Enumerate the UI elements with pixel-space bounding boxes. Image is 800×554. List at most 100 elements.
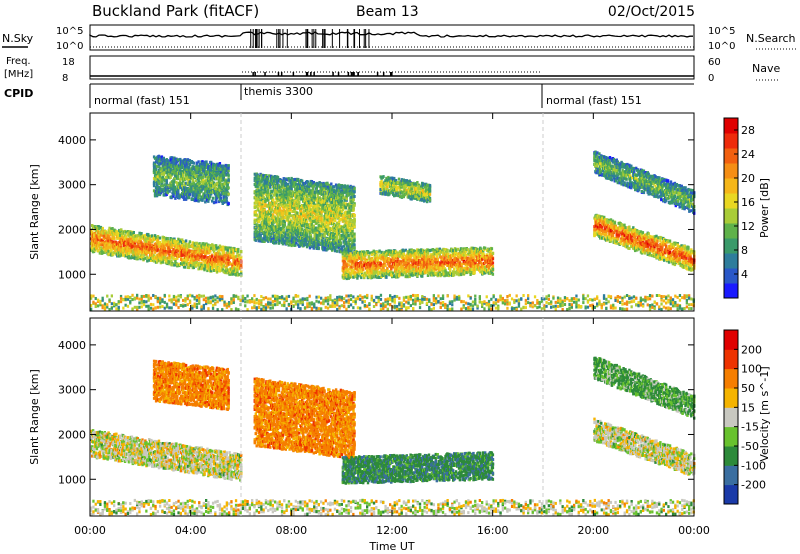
echo-cell <box>182 263 186 267</box>
echo-cell <box>90 229 93 233</box>
echo-cell <box>173 180 176 184</box>
echo-cell <box>228 272 231 276</box>
echo-cell <box>229 262 232 266</box>
echo-cell <box>160 251 164 255</box>
echo-cell <box>233 257 236 261</box>
echo-cell <box>275 233 279 237</box>
echo-cell <box>177 158 180 162</box>
echo-cell <box>298 201 301 205</box>
echo-cell <box>290 187 293 191</box>
echo-cell <box>151 243 154 247</box>
noise-left-tick-top: 10^5 <box>56 26 83 37</box>
echo-cell <box>134 250 137 254</box>
echo-cell <box>267 210 270 213</box>
echo-cell <box>285 188 288 192</box>
echo-cell <box>235 248 238 252</box>
echo-cell <box>240 250 243 254</box>
echo-cell <box>262 214 265 218</box>
echo-cell <box>183 183 187 187</box>
echo-cell <box>258 200 261 204</box>
echo-cell <box>255 213 258 217</box>
echo-cell <box>173 263 176 267</box>
echo-cell <box>102 233 105 236</box>
echo-cell <box>268 225 271 229</box>
echo-cell <box>276 198 280 202</box>
echo-cell <box>197 263 200 267</box>
echo-cell <box>210 168 213 172</box>
power-echoes <box>90 150 696 312</box>
echo-cell <box>158 242 162 246</box>
echo-cell <box>158 174 162 178</box>
echo-cell <box>222 174 225 178</box>
echo-cell <box>213 172 217 175</box>
echo-cell <box>254 211 257 215</box>
echo-cell <box>240 272 243 276</box>
echo-cell <box>253 221 256 225</box>
echo-cell <box>108 244 111 248</box>
echo-cell <box>174 257 177 261</box>
echo-cell <box>220 254 224 258</box>
echo-cell <box>216 170 220 174</box>
echo-cell <box>158 241 162 244</box>
echo-cell <box>227 166 230 170</box>
echo-cell <box>195 263 198 267</box>
echo-cell <box>285 196 288 200</box>
echo-cell <box>276 222 280 226</box>
echo-cell <box>198 167 201 171</box>
echo-cell <box>105 239 108 243</box>
echo-cell <box>211 255 214 259</box>
echo-cell <box>267 177 270 181</box>
cpid-mode-1: normal (fast) 151 <box>94 94 190 107</box>
echo-cell <box>124 230 128 234</box>
echo-cell <box>127 252 131 255</box>
echo-cell <box>155 190 159 194</box>
echo-cell <box>116 230 119 234</box>
echo-cell <box>91 224 95 228</box>
echo-cell <box>155 260 159 264</box>
echo-cell <box>261 227 264 231</box>
echo-cell <box>210 269 213 273</box>
echo-cell <box>166 188 169 192</box>
echo-cell <box>179 169 182 173</box>
echo-cell <box>286 218 289 222</box>
echo-cell <box>174 196 177 200</box>
echo-cell <box>197 258 200 262</box>
echo-cell <box>160 155 164 159</box>
echo-cell <box>182 186 186 190</box>
echo-cell <box>224 195 227 199</box>
echo-cell <box>179 157 182 161</box>
echo-cell <box>220 248 224 252</box>
echo-cell <box>166 191 169 195</box>
echo-cell <box>271 208 274 212</box>
echo-cell <box>161 184 164 188</box>
echo-cell <box>278 185 282 189</box>
noise-right-tick-bottom: 10^0 <box>708 41 735 52</box>
echo-cell <box>192 161 195 165</box>
echo-cell <box>236 268 239 272</box>
echo-cell <box>182 261 186 265</box>
echo-cell <box>203 192 206 196</box>
echo-cell <box>271 190 274 194</box>
echo-cell <box>222 192 225 195</box>
echo-cell <box>192 181 195 185</box>
echo-cell <box>103 234 106 238</box>
echo-cell <box>152 254 156 258</box>
echo-cell <box>221 182 224 186</box>
echo-cell <box>150 254 153 258</box>
echo-cell <box>146 259 149 263</box>
echo-cell <box>208 251 211 255</box>
echo-cell <box>171 172 174 176</box>
echo-cell <box>282 225 285 229</box>
echo-cell <box>225 267 228 271</box>
echo-cell <box>277 224 281 228</box>
echo-cell <box>159 169 163 173</box>
echo-cell <box>209 187 212 191</box>
echo-cell <box>277 204 281 208</box>
echo-cell <box>157 180 161 184</box>
echo-cell <box>266 180 269 184</box>
echo-cell <box>263 190 266 194</box>
echo-cell <box>131 244 134 248</box>
echo-cell <box>148 258 151 262</box>
echo-cell <box>175 163 178 167</box>
echo-cell <box>265 218 268 222</box>
